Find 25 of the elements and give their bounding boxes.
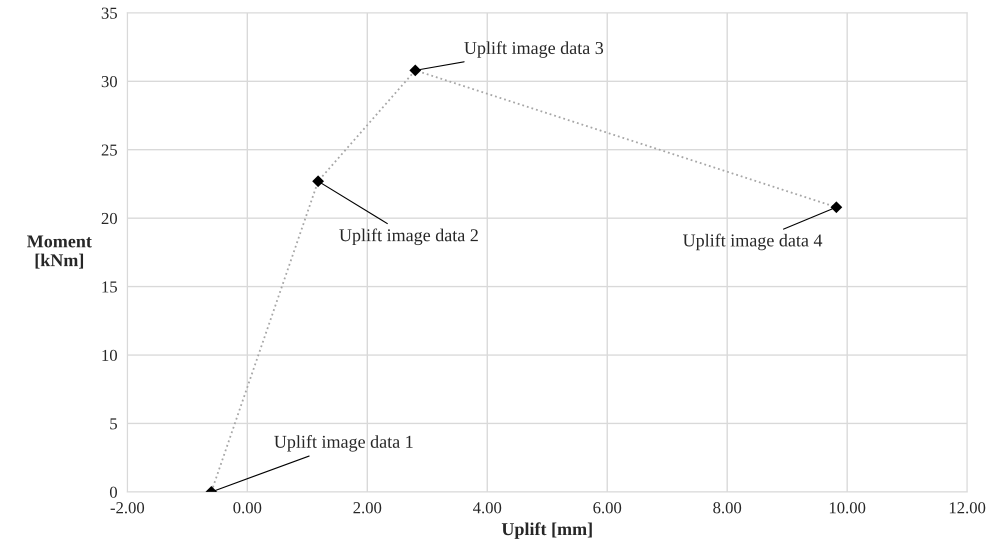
point	[312, 176, 324, 187]
y-tick-label: 25	[102, 144, 117, 156]
y-tick-label: 30	[102, 76, 117, 88]
y-tick-label: 15	[102, 281, 117, 293]
x-tick-label: 4.00	[473, 502, 502, 514]
annotation: Uplift image data 4	[682, 234, 822, 250]
y-tick-label: 35	[102, 8, 117, 19]
annotation: Uplift image data 2	[339, 228, 478, 246]
y-tick-label: 0	[110, 486, 117, 498]
x-tick-label: 10.00	[830, 502, 866, 514]
x-tick-label: 6.00	[593, 502, 622, 514]
y-tick-label: 20	[102, 212, 117, 224]
y-axis-title: Moment [kNm]	[27, 235, 92, 269]
y-tick-label: 10	[102, 350, 117, 361]
x-tick-label: 2.00	[353, 502, 382, 514]
x-tick-label: -2.00	[110, 502, 144, 514]
point	[410, 64, 421, 76]
x-tick-label: 12.00	[950, 502, 986, 514]
annotation: Uplift image data 1	[274, 435, 413, 452]
annotation: Uplift image data 3	[464, 41, 604, 58]
x-tick-label: 0.00	[233, 502, 262, 514]
x-tick-label: 8.00	[713, 502, 742, 514]
y-tick-label: 5	[110, 418, 117, 430]
point	[830, 202, 842, 213]
x-axis-title: Uplift [mm]	[502, 522, 592, 539]
